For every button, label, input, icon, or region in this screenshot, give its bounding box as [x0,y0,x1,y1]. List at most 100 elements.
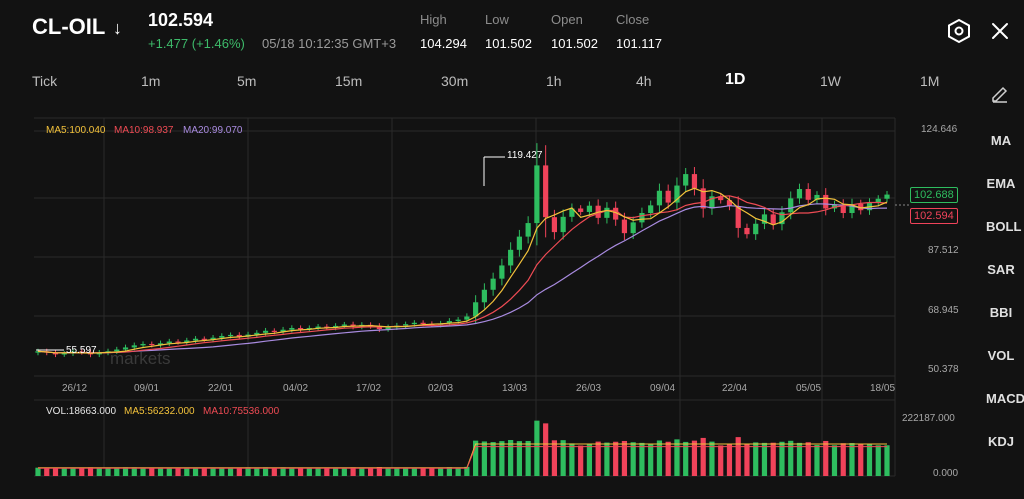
indicator-macd[interactable]: MACD [986,391,1024,406]
ma20-legend: MA20:99.070 [183,125,243,136]
candle-body [735,206,741,228]
tab-1h[interactable]: 1h [546,73,562,89]
indicator-vol[interactable]: VOL [987,348,1015,363]
volume-bar [332,467,339,476]
ma-lines [36,156,888,469]
volume-bar [490,442,496,476]
tab-1w[interactable]: 1W [820,73,841,89]
candle-body [525,223,531,237]
volume-bar [420,467,426,476]
candle-body [420,322,426,324]
max-price-annotation: 119.427 [507,150,543,161]
candle-body [332,325,339,328]
indicator-sar[interactable]: SAR [987,262,1015,277]
volume-bar [464,466,470,476]
candle-body [306,327,312,330]
candle-body [289,327,295,330]
volume-bar [534,420,540,476]
candle-body [516,236,522,250]
volume-bar [411,467,417,476]
candle-body [840,204,846,213]
vol-ma10-legend: MA10:75536.000 [203,406,280,417]
vol-legend: VOL:18663.000 [46,406,117,417]
volume-bar [691,440,698,476]
candle-body [674,185,680,203]
tab-4h[interactable]: 4h [636,73,652,89]
tab-1mo[interactable]: 1M [920,73,940,89]
tab-tick[interactable]: Tick [32,73,58,89]
candle-body [665,190,671,203]
candle-body [131,345,137,348]
date-axis-label: 09/04 [650,383,676,394]
tab-15m[interactable]: 15m [335,73,363,89]
candle-body [700,188,706,209]
candle-body [648,205,654,213]
indicator-ma[interactable]: MA [990,133,1012,148]
indicator-boll[interactable]: BOLL [986,219,1022,234]
tab-30m[interactable]: 30m [441,73,469,89]
indicator-kdj[interactable]: KDJ [987,434,1014,449]
date-axis-label: 13/03 [502,383,528,394]
tab-1d[interactable]: 1D [725,71,746,88]
price-change: +1.477 (+1.46%) [148,36,245,51]
candle-body [455,319,461,322]
draw-pencil-icon[interactable] [989,82,1011,104]
tab-5m[interactable]: 5m [237,73,257,89]
candle-body [831,204,838,209]
volume-bar [359,467,365,476]
candle-body [849,203,855,213]
volume-bar [718,445,724,476]
volume-bar [735,437,741,476]
volume-bar [595,441,601,476]
candle-body [411,322,417,325]
date-axis-label: 05/05 [796,383,822,394]
date-axis-label: 04/02 [283,383,309,394]
date-axis-label: 22/01 [208,383,234,394]
candle-body [219,335,225,338]
volume-bar [175,468,181,476]
volume-bar [875,445,881,476]
current-price: 102.594 [148,10,214,30]
candle-body [613,207,619,220]
volume-bar [753,442,759,476]
volume-bar [586,444,593,476]
indicator-ema[interactable]: EMA [986,176,1016,191]
volume-bar [96,467,102,476]
close-icon[interactable] [987,18,1013,44]
tab-1m[interactable]: 1m [141,73,161,89]
ma5-legend: MA5:100.040 [46,125,106,136]
candle-body [586,205,593,212]
settings-hexagon-icon[interactable] [946,18,972,44]
volume-bar [236,467,242,476]
volume-bar [219,467,225,476]
volume-bar [525,440,531,476]
price-tag-green: 102.688 [910,187,958,203]
candle-body [823,194,829,209]
volume-bar [796,442,803,476]
candle-body [473,302,479,317]
date-axis-label: 26/12 [62,383,88,394]
candle-body [350,324,356,327]
symbol-name[interactable]: CL-OIL ↓ [32,14,122,40]
volume-bar [122,467,129,476]
candle-body [858,203,864,211]
volume-bar [262,467,269,476]
stat-low-value: 101.502 [485,36,532,51]
date-axis-label: 17/02 [356,383,382,394]
candle-body [656,190,663,206]
candle-body [796,189,803,199]
volume-bar [297,467,304,476]
indicator-bbi[interactable]: BBI [989,305,1013,320]
stat-close-value: 101.117 [616,36,663,51]
vol-ma5-legend: MA5:56232.000 [124,406,195,417]
volume-bar [665,441,671,476]
volume-bar [289,467,295,476]
volume-bar [683,441,689,476]
volume-bar [744,444,750,476]
stat-high-value: 104.294 [420,36,467,51]
candle-body [621,219,628,234]
candle-body [210,337,216,340]
candle-body [543,165,549,218]
candle-body [262,330,269,333]
